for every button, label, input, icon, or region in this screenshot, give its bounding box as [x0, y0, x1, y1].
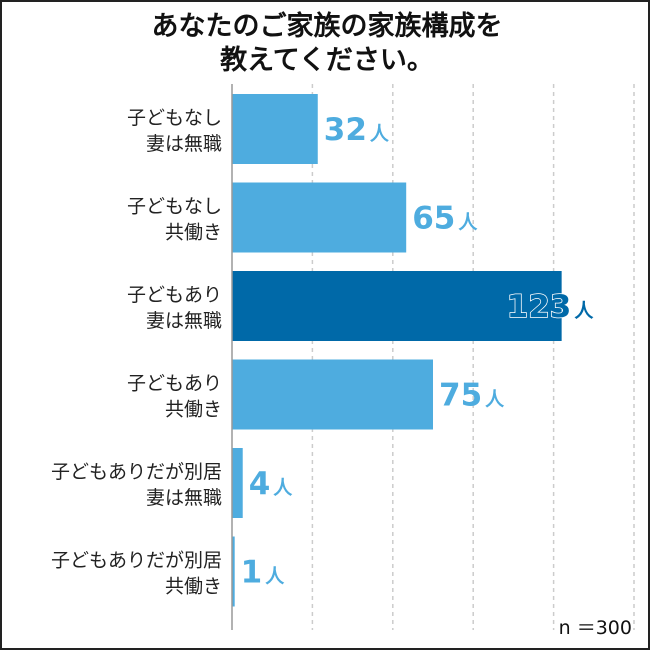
- bar-6: [232, 536, 235, 607]
- category-label-5-line-2: 妻は無職: [146, 487, 222, 509]
- chart-title-line-2: 教えてください。: [220, 45, 434, 76]
- chart-title-line-1: あなたのご家族の家族構成を: [151, 11, 503, 42]
- category-label-2-line-2: 共働き: [165, 222, 222, 244]
- value-label-4: 75 人: [439, 378, 505, 414]
- category-label-3-line-2: 妻は無職: [146, 310, 222, 332]
- category-label-4-line-1: 子どもあり: [127, 373, 222, 395]
- bar-3: [232, 271, 562, 341]
- category-label-5-line-1: 子どもありだが別居: [51, 461, 222, 483]
- category-label-1-line-2: 妻は無職: [146, 133, 222, 155]
- chart-title: あなたのご家族の家族構成を 教えてください。: [2, 10, 650, 78]
- category-label-6-line-2: 共働き: [165, 576, 222, 598]
- bar-5: [232, 448, 243, 518]
- value-label-1: 32 人: [324, 112, 390, 148]
- category-label-1-line-1: 子どもなし: [127, 107, 222, 129]
- category-label-6-line-1: 子どもありだが別居: [51, 550, 222, 572]
- value-label-3: 123 人: [507, 289, 595, 325]
- value-label-2: 65 人: [412, 201, 478, 237]
- category-label-2-line-1: 子どもなし: [127, 196, 222, 218]
- bar-4: [232, 359, 433, 430]
- category-label-4-line-2: 共働き: [165, 399, 222, 421]
- bar-2: [232, 182, 407, 253]
- category-label-3-line-1: 子どもあり: [127, 284, 222, 306]
- bar-1: [232, 94, 318, 164]
- sample-size-note: n ＝300: [558, 617, 632, 639]
